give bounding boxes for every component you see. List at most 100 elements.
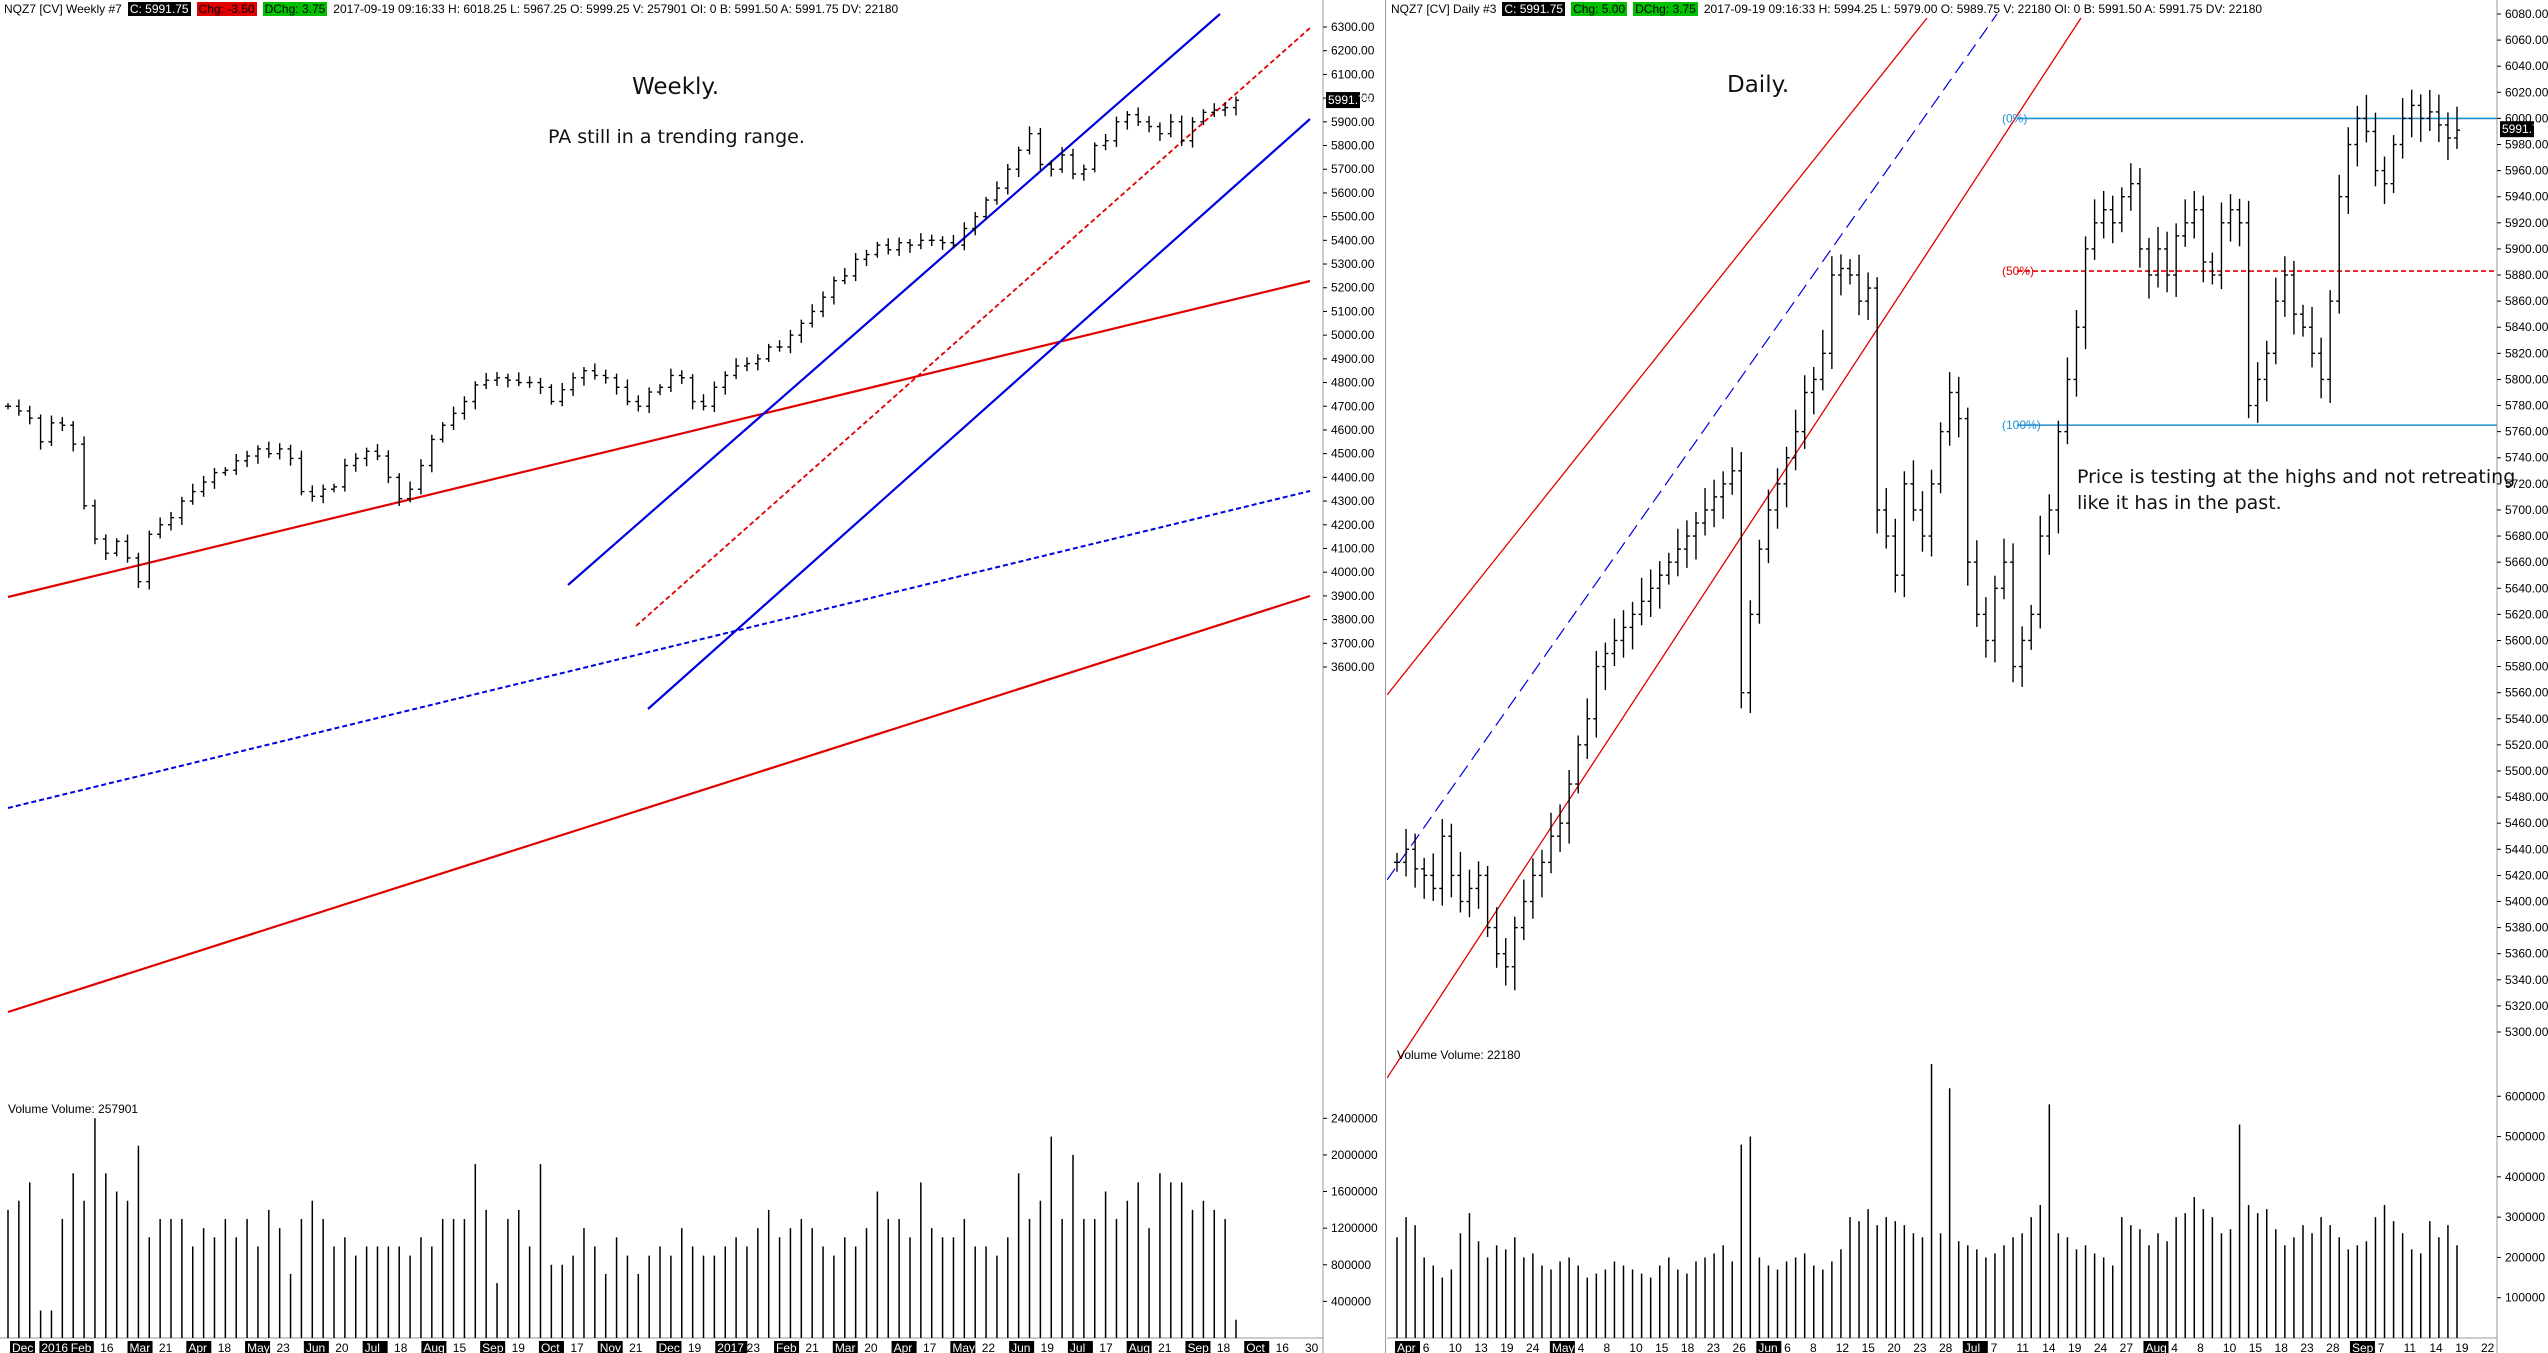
ohlc-bar: [2372, 112, 2379, 187]
ohlc-bar: [1892, 518, 1899, 593]
ohlc-bar: [765, 343, 772, 362]
weekly-trend-channels: [7, 13, 1311, 1014]
ohlc-bar: [1964, 407, 1971, 586]
weekly-price-axis: 6300.006200.006100.006000.005900.005800.…: [1323, 20, 1375, 674]
ohlc-bar: [1982, 597, 1989, 658]
ohlc-bar: [678, 370, 685, 385]
ohlc-bar: [287, 444, 294, 466]
date-label-box: [1395, 1341, 1420, 1353]
date-label: Jul: [1965, 1341, 1980, 1353]
date-label-box: [362, 1341, 388, 1353]
volume-tick-label: 600000: [2505, 1089, 2545, 1103]
ohlc-bar: [2454, 106, 2460, 149]
date-label: 13: [1474, 1341, 1488, 1353]
weekly-volume-axis: 2400000 2000000 1600000 1200000 800000 400000: [1323, 1111, 1378, 1308]
daily-volume-axis: 600000 500000 400000 300000 200000 100000: [2497, 1089, 2545, 1305]
ohlc-bar: [809, 304, 816, 328]
weekly-change: Chg: -3.50: [196, 2, 257, 16]
price-tick-label: 4000.00: [1331, 565, 1375, 579]
date-label: 11: [2404, 1341, 2417, 1353]
price-tick-label: 5700.00: [2505, 503, 2548, 517]
date-label: Jun: [1011, 1341, 1030, 1353]
date-label: Oct: [541, 1341, 560, 1353]
lower-red-channel: [1387, 17, 2082, 1079]
date-label: 8: [2197, 1341, 2204, 1353]
ohlc-bar: [1674, 528, 1681, 577]
ohlc-bar: [233, 453, 240, 475]
date-label-box: [1962, 1341, 1988, 1353]
date-label-box: [480, 1341, 506, 1353]
date-label: Aug: [1129, 1341, 1150, 1353]
ohlc-bar: [37, 414, 44, 450]
ohlc-bar: [1502, 938, 1509, 986]
daily-price-chart[interactable]: (0%) (50%) (100%) 6080.00 6060.00 6040.00 602…: [1387, 0, 2548, 1353]
price-tick-label: 5940.00: [2505, 190, 2548, 204]
date-label-box: [1549, 1341, 1575, 1353]
ohlc-bar: [1080, 164, 1087, 181]
volume-tick-label: 200000: [2505, 1250, 2545, 1264]
ohlc-bar: [1529, 858, 1536, 919]
date-label: 19: [1041, 1341, 1055, 1353]
ohlc-bar: [2064, 357, 2071, 445]
price-tick-label: 5560.00: [2505, 686, 2548, 700]
weekly-chart-pane[interactable]: NQZ7 [CV] Weekly #7 C: 5991.75 Chg: -3.50 D…: [0, 0, 1386, 1353]
volume-tick-label: 1600000: [1331, 1185, 1378, 1199]
ohlc-bar: [993, 181, 1000, 205]
date-label: 21: [1158, 1341, 1172, 1353]
date-label: Aug: [423, 1341, 444, 1353]
ohlc-bar: [2082, 236, 2089, 350]
daily-header: NQZ7 [CV] Daily #3 C: 5991.75 Chg: 5.00 DCh…: [1391, 1, 2268, 17]
ohlc-bar: [1557, 804, 1564, 852]
ohlc-bar: [298, 450, 305, 496]
ohlc-bar: [1146, 116, 1153, 133]
ohlc-bar: [961, 222, 968, 251]
ohlc-bar: [494, 372, 501, 386]
weekly-dchange: DChg: 3.75: [262, 2, 328, 16]
ohlc-bar: [700, 394, 707, 411]
ohlc-bar: [2318, 337, 2325, 399]
ohlc-bar: [1233, 96, 1239, 116]
ohlc-bar: [2408, 89, 2415, 138]
daily-note-line1: Price is testing at the highs and not re…: [2077, 466, 2516, 488]
date-label: 12: [1836, 1341, 1850, 1353]
price-tick-label: 5820.00: [2505, 346, 2548, 360]
date-label: 18: [394, 1341, 408, 1353]
ohlc-bar: [1113, 116, 1120, 148]
date-label-box: [656, 1341, 682, 1353]
ohlc-bar: [1647, 569, 1654, 617]
ohlc-bar: [222, 467, 229, 476]
ohlc-bar: [1856, 254, 1863, 316]
ohlc-bar: [1683, 520, 1690, 568]
ohlc-bar: [559, 382, 566, 407]
ohlc-bar: [2191, 190, 2198, 239]
date-label: 19: [512, 1341, 526, 1353]
ohlc-bar: [407, 481, 414, 503]
ohlc-bar: [537, 377, 544, 395]
weekly-price-chart[interactable]: 6300.006200.006100.006000.005900.005800.…: [0, 0, 1385, 1353]
ohlc-bar: [320, 484, 327, 504]
volume-tick-label: 500000: [2505, 1130, 2545, 1144]
date-label-box: [538, 1341, 564, 1353]
ohlc-bar: [417, 459, 424, 495]
daily-chart-pane[interactable]: NQZ7 [CV] Daily #3 C: 5991.75 Chg: 5.00 DCh…: [1387, 0, 2548, 1353]
ohlc-bar: [1801, 375, 1808, 449]
ohlc-bar: [972, 211, 979, 236]
price-tick-label: 4300.00: [1331, 494, 1375, 508]
ohlc-bar: [331, 483, 338, 493]
ohlc-bar: [1910, 460, 1917, 521]
date-label: Mar: [835, 1341, 856, 1353]
date-label: 20: [1887, 1341, 1901, 1353]
volume-tick-label: 300000: [2505, 1210, 2545, 1224]
weekly-subtitle-note: PA still in a trending range.: [548, 126, 805, 148]
date-label: Jun: [1758, 1341, 1777, 1353]
ohlc-bar: [189, 483, 196, 505]
daily-price-axis: 6080.006060.006040.006020.006000.005980.…: [2497, 7, 2548, 1039]
ohlc-bar: [265, 441, 272, 458]
ohlc-bar: [59, 417, 66, 431]
date-label: 18: [218, 1341, 232, 1353]
ohlc-bar: [798, 319, 805, 343]
ohlc-bar: [2390, 135, 2397, 194]
date-label-box: [39, 1341, 72, 1353]
ohlc-bar: [2073, 310, 2080, 397]
ohlc-bar: [2399, 98, 2406, 159]
